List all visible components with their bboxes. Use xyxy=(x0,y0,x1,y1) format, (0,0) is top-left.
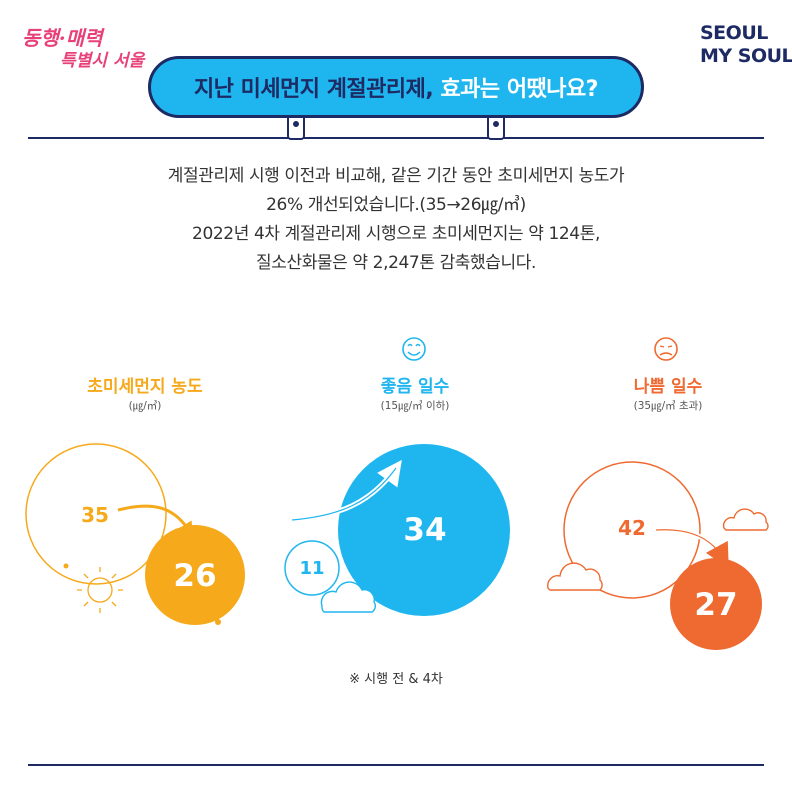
cloud-icon xyxy=(547,508,769,591)
bottom-divider xyxy=(28,764,764,766)
description-line: 26% 개선되었습니다.(35→26㎍/㎥) xyxy=(266,195,526,215)
description-line: 질소산화물은 약 2,247톤 감축했습니다. xyxy=(255,253,537,273)
smile-face-icon xyxy=(402,337,426,361)
good-days-label: 좋음 일수 xyxy=(380,377,450,397)
sun-icon xyxy=(77,567,123,613)
bad-days-unit: (35㎍/㎥ 초과) xyxy=(633,400,703,412)
good-days-unit: (15㎍/㎥ 이하) xyxy=(380,400,450,412)
good-days-chart xyxy=(284,444,510,616)
pm-before-value: 35 xyxy=(81,503,109,527)
bad-days-label: 나쁨 일수 xyxy=(633,377,703,397)
footnote: ※ 시행 전 & 4차 xyxy=(349,672,443,687)
seoul-my-soul-logo: SEOUL MY SOUL xyxy=(700,22,792,67)
sad-face-icon xyxy=(654,337,678,361)
bad-days-chart xyxy=(547,461,769,650)
pm-concentration-label: 초미세먼지 농도 xyxy=(87,377,203,397)
before-circle xyxy=(563,461,701,599)
pm-concentration-unit: (㎍/㎥) xyxy=(128,400,162,412)
after-circle xyxy=(145,525,245,625)
good-after-value: 34 xyxy=(403,512,447,548)
page-title: 지난 미세먼지 계절관리제, 효과는 어땠나요? xyxy=(193,77,599,102)
after-circle xyxy=(670,558,762,650)
description-line: 2022년 4차 계절관리제 시행으로 초미세먼지는 약 124톤, xyxy=(192,224,600,244)
title-banner: 지난 미세먼지 계절관리제, 효과는 어땠나요? xyxy=(148,56,644,118)
cloud-icon xyxy=(320,581,376,613)
top-divider xyxy=(28,137,764,139)
description-text: 계절관리제 시행 이전과 비교해, 같은 기간 동안 초미세먼지 농도가 26%… xyxy=(40,162,752,278)
seoul-logo-korean: 동행·매력 특별시 서울 xyxy=(22,26,145,71)
description-line: 계절관리제 시행 이전과 비교해, 같은 기간 동안 초미세먼지 농도가 xyxy=(167,166,625,186)
before-circle xyxy=(284,540,340,596)
pm-concentration-chart xyxy=(25,443,245,625)
bad-after-value: 27 xyxy=(694,587,738,623)
pm-after-value: 26 xyxy=(173,558,217,594)
bad-before-value: 42 xyxy=(618,516,646,540)
before-circle xyxy=(25,443,167,585)
good-before-value: 11 xyxy=(299,558,325,579)
